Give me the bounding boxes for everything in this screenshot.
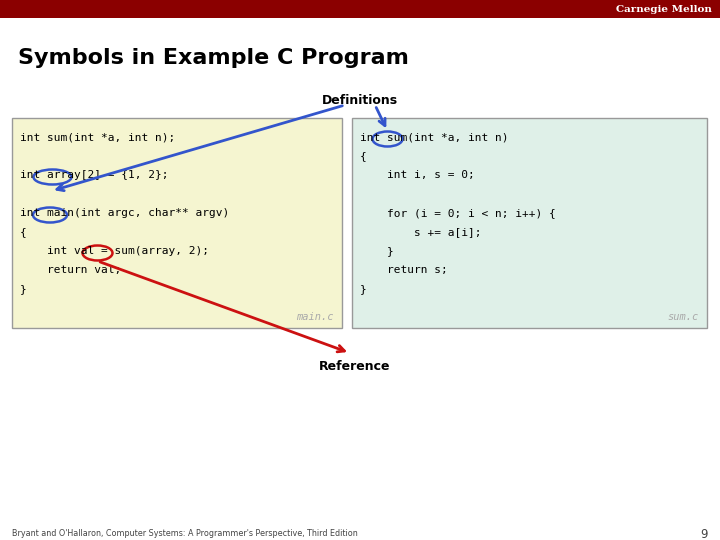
Text: Symbols in Example C Program: Symbols in Example C Program: [18, 48, 409, 68]
Text: 9: 9: [701, 528, 708, 540]
Text: int sum(int *a, int n);: int sum(int *a, int n);: [20, 132, 175, 142]
Text: {: {: [360, 151, 366, 161]
Text: {: {: [20, 227, 27, 237]
Text: return s;: return s;: [360, 265, 448, 275]
Text: }: }: [20, 284, 27, 294]
Text: Definitions: Definitions: [322, 93, 398, 106]
Text: int main(int argc, char** argv): int main(int argc, char** argv): [20, 208, 229, 218]
Text: s += a[i];: s += a[i];: [360, 227, 482, 237]
Text: }: }: [360, 284, 366, 294]
Text: Reference: Reference: [319, 360, 391, 373]
Bar: [0, 0, 720, 18]
Text: }: }: [360, 246, 394, 256]
Text: Bryant and O'Hallaron, Computer Systems: A Programmer's Perspective, Third Editi: Bryant and O'Hallaron, Computer Systems:…: [12, 530, 358, 538]
Text: Carnegie Mellon: Carnegie Mellon: [616, 4, 712, 14]
Bar: [352, 118, 707, 328]
Text: main.c: main.c: [297, 312, 334, 322]
Text: int array[2] = {1, 2};: int array[2] = {1, 2};: [20, 170, 168, 180]
Text: return val;: return val;: [20, 265, 121, 275]
Text: sum.c: sum.c: [667, 312, 699, 322]
Bar: [12, 118, 342, 328]
Text: for (i = 0; i < n; i++) {: for (i = 0; i < n; i++) {: [360, 208, 556, 218]
Text: int val = sum(array, 2);: int val = sum(array, 2);: [20, 246, 209, 256]
Text: int sum(int *a, int n): int sum(int *a, int n): [360, 132, 508, 142]
Text: int i, s = 0;: int i, s = 0;: [360, 170, 474, 180]
